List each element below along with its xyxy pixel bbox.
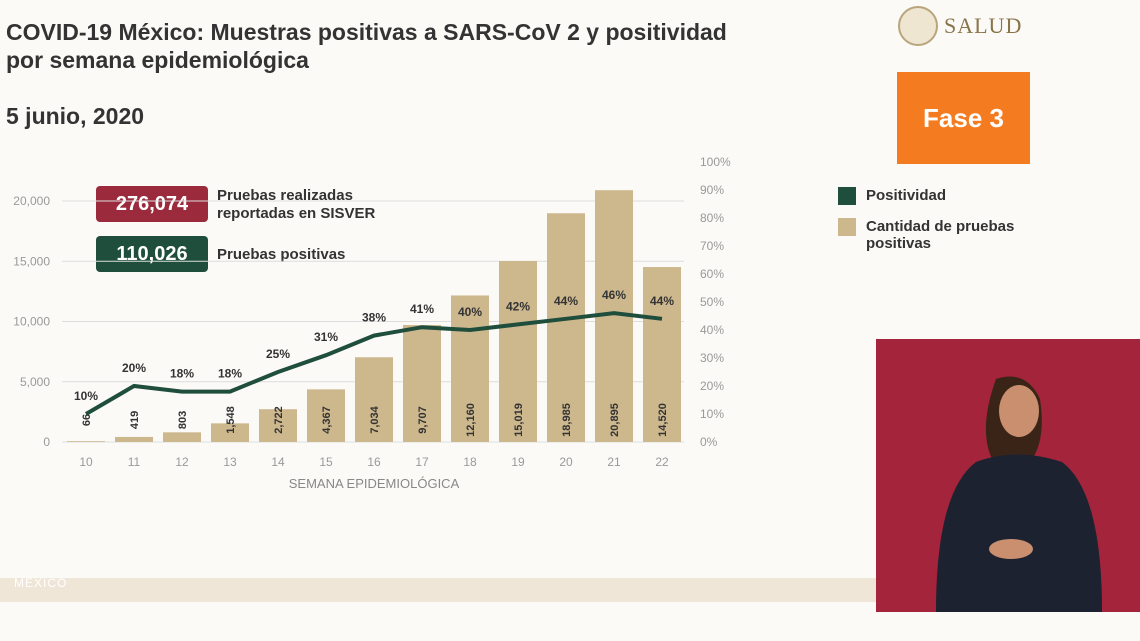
positivity-label: 10%	[74, 389, 98, 403]
right-tick-label: 20%	[700, 379, 724, 393]
positivity-line	[84, 311, 663, 416]
x-tick-label: 11	[128, 455, 141, 469]
bar-value-label: 12,160	[465, 403, 477, 437]
positivity-label: 44%	[554, 294, 578, 308]
positivity-label: 41%	[410, 302, 434, 316]
bar	[643, 267, 681, 442]
bar	[499, 261, 537, 442]
x-tick-label: 14	[271, 455, 285, 469]
bar	[211, 423, 249, 442]
bar-value-label: 7,034	[369, 405, 381, 433]
seal-icon	[898, 6, 938, 46]
bar-value-label: 20,895	[609, 403, 621, 437]
bar-value-label: 419	[129, 411, 141, 429]
right-tick-label: 70%	[700, 239, 724, 253]
bar	[451, 295, 489, 442]
x-tick-label: 18	[463, 455, 477, 469]
right-tick-label: 30%	[700, 351, 724, 365]
legend-positividad: Positividad	[838, 187, 946, 205]
x-tick-label: 22	[655, 455, 669, 469]
left-tick-label: 15,000	[13, 254, 50, 268]
positivity-label: 46%	[602, 288, 626, 302]
right-tick-label: 60%	[700, 267, 724, 281]
salud-logo: SALUD	[898, 6, 1022, 46]
bar-value-label: 14,520	[657, 403, 669, 437]
bar	[547, 213, 585, 442]
right-tick-label: 10%	[700, 407, 724, 421]
positivity-label: 42%	[506, 299, 530, 313]
tests-total-label: Pruebas realizadas reportadas en SISVER	[217, 187, 376, 222]
right-tick-label: 0%	[700, 435, 718, 449]
bar-value-label: 66	[81, 414, 93, 426]
page-title: COVID-19 México: Muestras positivas a SA…	[6, 19, 727, 73]
positivity-label: 38%	[362, 311, 386, 325]
footer-band	[0, 578, 876, 602]
x-tick-label: 16	[367, 455, 381, 469]
right-tick-label: 90%	[700, 183, 724, 197]
legend-swatch	[838, 187, 856, 205]
bar-value-label: 2,722	[273, 406, 285, 434]
legend-cantidad: Cantidad de pruebas positivas	[838, 218, 1028, 252]
positivity-label: 31%	[314, 330, 338, 344]
logo-text: SALUD	[944, 13, 1023, 38]
date: 5 junio, 2020	[6, 103, 145, 129]
x-tick-label: 13	[223, 455, 237, 469]
positivity-label: 40%	[458, 305, 482, 319]
fase-badge: Fase 3	[897, 72, 1030, 164]
x-tick-label: 12	[175, 455, 189, 469]
x-tick-label: 10	[79, 455, 93, 469]
legend-swatch	[838, 218, 856, 236]
bar-value-label: 803	[177, 411, 189, 429]
bar	[163, 432, 201, 442]
left-tick-label: 5,000	[20, 375, 50, 389]
right-tick-label: 100%	[700, 155, 731, 169]
bar	[403, 325, 441, 442]
tests-total-badge: 276,074	[96, 186, 208, 222]
bar-value-label: 4,367	[321, 406, 333, 434]
bar	[355, 357, 393, 442]
positive-label: Pruebas positivas	[217, 246, 346, 263]
bar	[115, 436, 153, 442]
x-tick-label: 19	[511, 455, 525, 469]
bar	[307, 389, 345, 442]
positive-badge: 110,026	[96, 236, 208, 272]
x-tick-label: 17	[415, 455, 429, 469]
left-tick-label: 20,000	[13, 194, 50, 208]
x-tick-label: 15	[319, 455, 333, 469]
positivity-label: 18%	[218, 367, 242, 381]
positivity-label: 20%	[122, 361, 146, 375]
right-tick-label: 80%	[700, 211, 724, 225]
left-tick-label: 0	[43, 435, 50, 449]
bar-value-label: 9,707	[417, 406, 429, 434]
interpreter-video	[876, 339, 1140, 612]
chart: 0 5,000 10,000 15,000 20,000 0% 10% 20% 30% 40% 50…	[13, 155, 731, 491]
x-axis-title: SEMANA EPIDEMIOLÓGICA	[289, 476, 460, 491]
positivity-label: 25%	[266, 347, 290, 361]
bar	[67, 441, 105, 442]
left-tick-label: 10,000	[13, 315, 50, 329]
bar	[259, 409, 297, 442]
positivity-label: 44%	[650, 294, 674, 308]
bar-value-label: 15,019	[513, 403, 525, 437]
bar-value-label: 18,985	[561, 403, 573, 437]
right-tick-label: 40%	[700, 323, 724, 337]
right-tick-label: 50%	[700, 295, 724, 309]
x-tick-label: 20	[559, 455, 573, 469]
x-tick-label: 21	[607, 455, 621, 469]
legend-label: Positividad	[866, 187, 947, 204]
bar-value-label: 1,548	[225, 406, 237, 434]
legend-label: Cantidad de pruebas positivas	[866, 218, 1015, 252]
interpreter-figure	[936, 376, 1102, 612]
mexico-logo: MÉXICO	[14, 576, 68, 590]
positivity-label: 18%	[170, 367, 194, 381]
